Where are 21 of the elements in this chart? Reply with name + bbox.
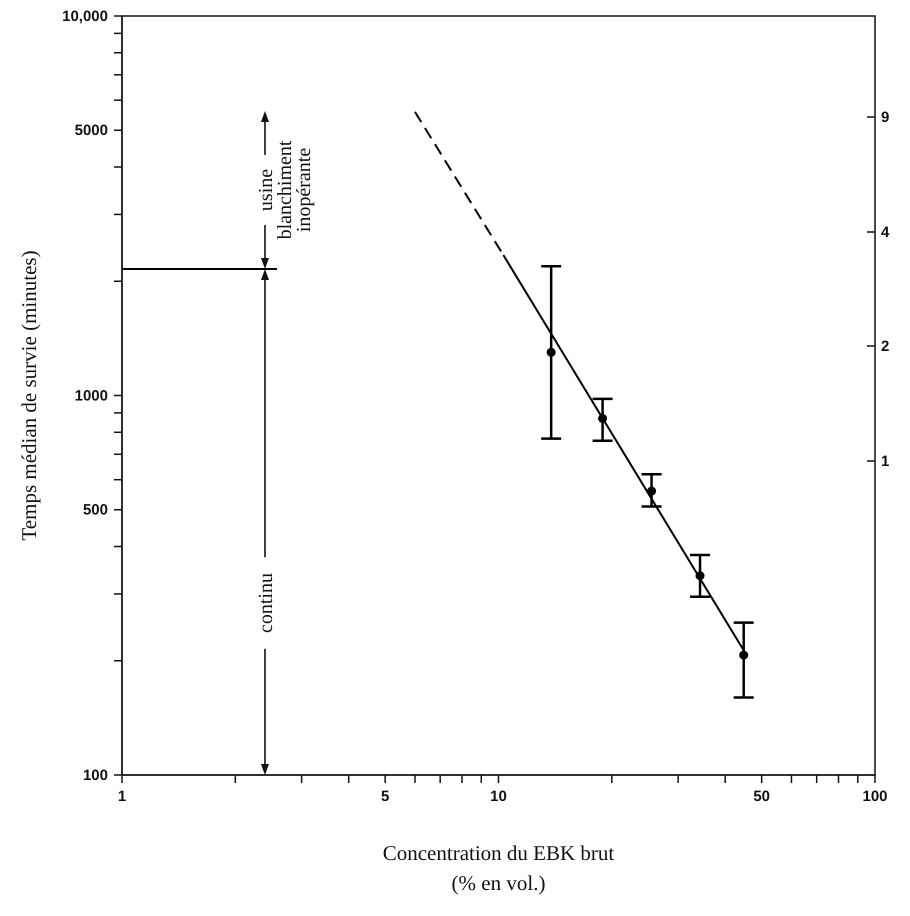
text: 2 xyxy=(881,338,890,355)
x-tick-label: 100 xyxy=(862,788,888,805)
x-tick-label: 50 xyxy=(753,788,770,805)
y-tick-label: 500 xyxy=(82,502,108,519)
annotation: usine blanchiment inopérante xyxy=(254,140,315,240)
point xyxy=(598,414,608,423)
text: 4 xyxy=(881,224,890,241)
y-tick-label: 1000 xyxy=(74,388,108,404)
y-tick-label: 5000 xyxy=(74,122,108,140)
y-tick-label: 100 xyxy=(82,767,108,784)
y-tick-label: 10,000 xyxy=(62,8,108,25)
text: 9 xyxy=(881,109,890,126)
x-tick-label: 5 xyxy=(380,788,390,805)
x-tick-label: 1 xyxy=(118,788,126,805)
point xyxy=(647,486,656,496)
annotation: continu xyxy=(254,573,277,633)
text: 1 xyxy=(881,453,890,470)
point xyxy=(696,571,705,580)
x-axis-title: Concentration du EBK brut (% en vol.) xyxy=(382,841,614,895)
y-axis-title: Temps médian de survie (minutes) xyxy=(17,250,41,541)
x-tick-label: 10 xyxy=(490,788,507,805)
